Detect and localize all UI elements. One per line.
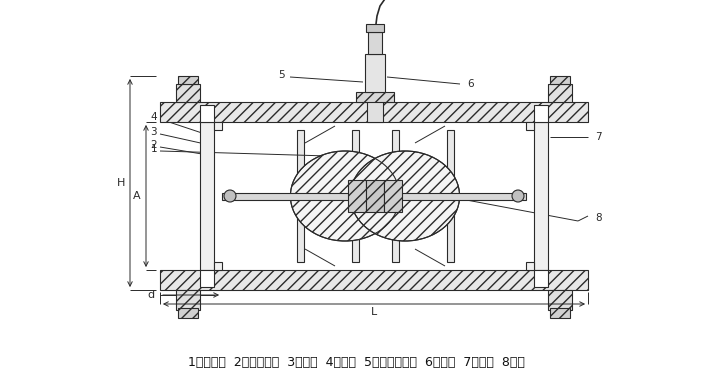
Text: 7: 7 — [595, 132, 602, 142]
Text: H: H — [117, 178, 125, 188]
Text: 2: 2 — [150, 140, 157, 150]
Text: 6: 6 — [467, 79, 473, 89]
Bar — [222, 193, 526, 199]
Ellipse shape — [290, 151, 399, 241]
Bar — [160, 102, 588, 122]
Bar — [365, 180, 384, 212]
Bar — [534, 122, 548, 270]
Bar — [550, 76, 570, 84]
Bar — [352, 130, 359, 262]
Bar — [367, 82, 383, 122]
Bar — [365, 54, 385, 92]
Bar — [534, 270, 548, 287]
Bar — [200, 270, 214, 287]
Bar — [550, 308, 570, 318]
Bar — [384, 180, 402, 212]
Bar — [534, 105, 548, 122]
Text: d: d — [148, 290, 155, 300]
Bar — [356, 92, 394, 102]
Bar — [548, 84, 572, 102]
Bar — [214, 262, 222, 270]
Circle shape — [224, 190, 236, 202]
Bar — [526, 122, 534, 130]
Bar — [200, 105, 214, 122]
Text: L: L — [371, 307, 377, 317]
Text: A: A — [133, 191, 141, 201]
Bar — [526, 262, 534, 270]
Bar — [296, 130, 303, 262]
Bar — [176, 290, 200, 310]
Bar — [548, 290, 572, 310]
Bar — [176, 84, 200, 102]
Bar — [368, 32, 382, 54]
Circle shape — [512, 190, 524, 202]
Text: 1: 1 — [150, 144, 157, 154]
Bar — [366, 24, 384, 32]
Bar — [214, 122, 222, 130]
Text: 8: 8 — [595, 213, 602, 223]
Bar — [160, 270, 588, 290]
Bar — [178, 76, 198, 84]
Text: 4: 4 — [150, 112, 157, 122]
Ellipse shape — [350, 151, 460, 241]
Bar — [392, 130, 399, 262]
Text: 5: 5 — [278, 70, 285, 80]
Bar — [200, 122, 214, 270]
Text: 1．球轴承  2．前导向件  3．涨圈  4．壳体  5．前置放大器  6．叶轮  7．轴承  8．轴: 1．球轴承 2．前导向件 3．涨圈 4．壳体 5．前置放大器 6．叶轮 7．轴承… — [187, 357, 525, 369]
Text: 3: 3 — [150, 127, 157, 137]
Bar — [446, 130, 454, 262]
Bar — [178, 308, 198, 318]
Bar — [347, 180, 365, 212]
